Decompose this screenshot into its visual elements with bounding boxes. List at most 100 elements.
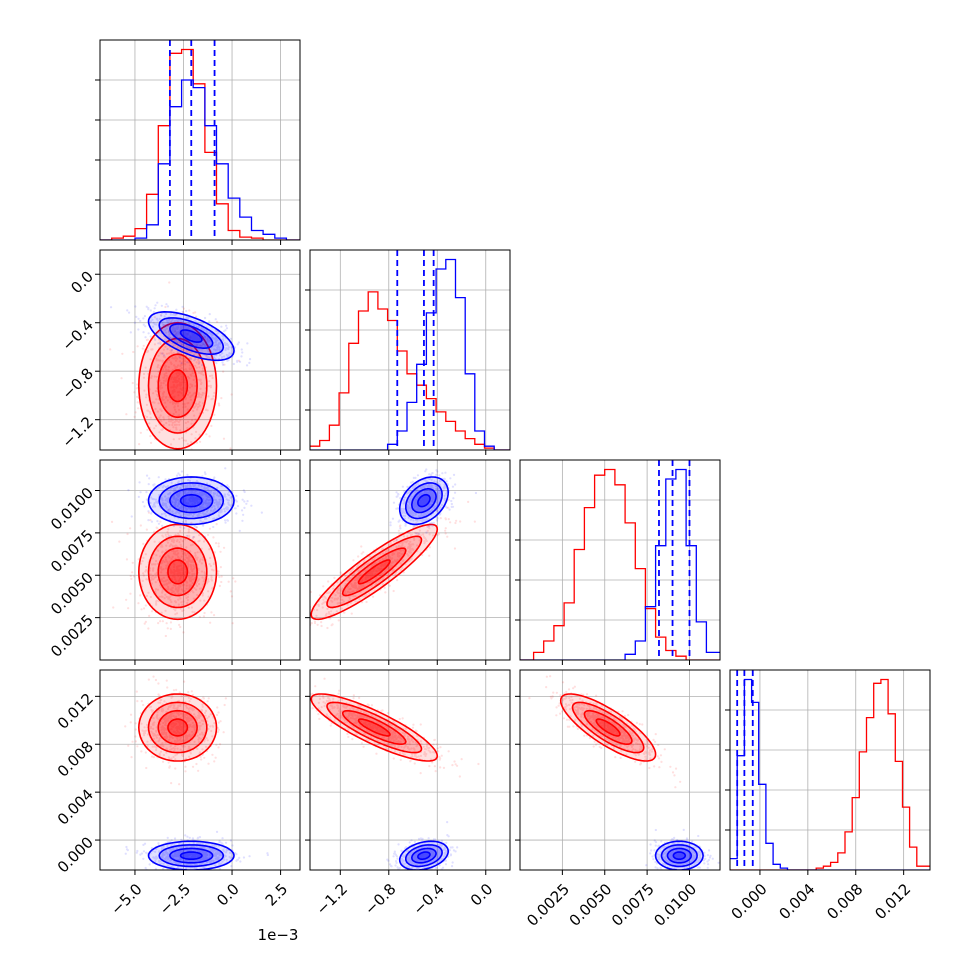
y-tick-label: 0.000 [54, 833, 97, 876]
y-tick-label: 0.0 [67, 268, 97, 298]
x-offset-text: 1e−3 [258, 926, 299, 944]
density-contour-red [147, 535, 208, 609]
density-contour-red [167, 559, 189, 585]
axes-frame [99, 249, 301, 451]
x-tick-label: 0.004 [775, 880, 818, 923]
density-contour-blue [410, 847, 437, 864]
panel-r2-c1 [305, 459, 511, 665]
density-contour-red [157, 353, 198, 419]
density-contour-red [167, 718, 189, 737]
axes-frame [729, 669, 931, 871]
x-tick-label: 0.0075 [608, 880, 658, 930]
histogram-blue [100, 79, 300, 240]
y-tick-label: −1.2 [59, 413, 97, 451]
density-contour-blue [417, 851, 431, 860]
axes-frame [519, 459, 721, 661]
density-contour-blue [672, 851, 687, 860]
histogram-red [730, 678, 930, 870]
density-contour-blue [666, 847, 693, 864]
plot-area [310, 677, 480, 870]
histogram-red [100, 48, 300, 240]
density-contour-blue [169, 487, 214, 514]
density-contour-blue [398, 840, 450, 870]
x-tick-label: 0.0025 [523, 880, 573, 930]
y-tick-label: 0.0100 [47, 484, 97, 534]
plot-area [310, 468, 478, 630]
density-contour-blue [158, 317, 225, 355]
y-tick-label: 0.0050 [47, 569, 97, 619]
y-tick-label: 0.0025 [47, 611, 97, 661]
density-contour-red [137, 523, 218, 621]
panel-r3-c3: 0.000 0.004 0.008 0.012 [725, 669, 931, 923]
x-tick-label: −0.4 [410, 880, 448, 918]
density-contour-red [326, 535, 423, 609]
y-tick-label: 0.008 [54, 738, 97, 781]
y-tick-label: −0.4 [59, 316, 97, 354]
y-tick-label: 0.0075 [47, 526, 97, 576]
axes-frame [99, 39, 301, 241]
histogram-red [520, 468, 720, 660]
histogram-blue [730, 678, 930, 870]
density-contour-red [310, 523, 439, 621]
density-contour-red [571, 701, 645, 754]
density-contour-red [326, 701, 423, 754]
density-contour-red [357, 559, 391, 585]
density-contour-blue [405, 482, 443, 520]
density-contour-red [357, 718, 391, 737]
x-tick-label: −5.0 [107, 880, 145, 918]
plot-area [100, 40, 300, 240]
x-tick-label: 0.012 [871, 880, 914, 923]
axes-frame [519, 669, 721, 871]
y-tick-label: −0.8 [59, 364, 97, 402]
density-contour-blue [169, 323, 214, 349]
panel-r3-c1: −1.2 −0.8 −0.4 0.0 [305, 669, 511, 919]
histogram-blue [310, 258, 510, 450]
x-tick-label: 0.0 [467, 880, 497, 910]
plot-area [528, 675, 720, 870]
density-contour-blue [179, 493, 203, 508]
axes-frame [309, 459, 511, 661]
density-contour-red [157, 547, 198, 597]
density-contour-blue [410, 488, 437, 514]
axes-frame [99, 669, 301, 871]
x-tick-label: −2.5 [156, 880, 194, 918]
y-tick-label: 0.004 [54, 785, 97, 828]
plot-area [110, 467, 263, 638]
plot-area [124, 675, 269, 870]
density-contour-red [559, 693, 657, 762]
density-contour-blue [147, 476, 235, 526]
density-contour-red [167, 369, 189, 403]
x-tick-label: 0.008 [823, 880, 866, 923]
panel-r1-c1 [305, 249, 511, 455]
density-contour-blue [147, 310, 235, 362]
density-contour-blue [398, 476, 450, 526]
axes-frame [309, 669, 511, 871]
plot-area [520, 460, 720, 660]
x-tick-label: 0.0100 [650, 880, 700, 930]
density-contour-blue [417, 493, 431, 508]
density-contour-blue [179, 329, 203, 343]
density-contour-blue [169, 847, 214, 864]
x-tick-label: 0.0050 [566, 880, 616, 930]
density-contour-red [595, 718, 621, 737]
density-contour-blue [179, 851, 203, 860]
plot-area [310, 250, 510, 450]
axes-frame [99, 459, 301, 661]
axes-frame [309, 249, 511, 451]
density-contour-red [147, 701, 208, 754]
panel-r0-c0 [95, 39, 301, 245]
scatter-points-red [110, 508, 237, 638]
x-tick-label: 0.000 [728, 880, 771, 923]
panel-r2-c2 [515, 459, 721, 665]
plot-area [730, 670, 930, 870]
density-contour-red [137, 693, 218, 762]
density-contour-red [157, 709, 198, 746]
x-tick-label: −1.2 [313, 880, 351, 918]
plot-area [109, 281, 252, 450]
density-contour-blue [158, 482, 225, 520]
